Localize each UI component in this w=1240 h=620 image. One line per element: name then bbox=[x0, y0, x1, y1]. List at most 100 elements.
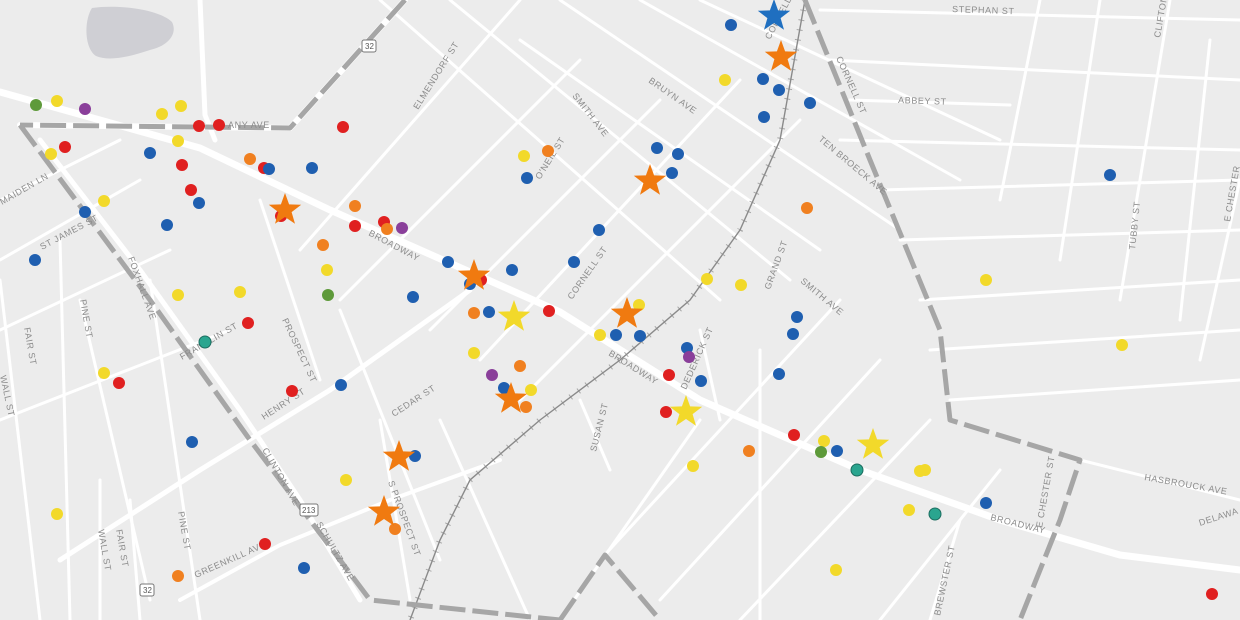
marker-blue[interactable] bbox=[695, 375, 707, 387]
marker-red[interactable] bbox=[286, 385, 298, 397]
marker-green[interactable] bbox=[815, 446, 827, 458]
marker-blue[interactable] bbox=[610, 329, 622, 341]
marker-blue[interactable] bbox=[672, 148, 684, 160]
marker-green[interactable] bbox=[322, 289, 334, 301]
marker-blue[interactable] bbox=[773, 368, 785, 380]
marker-blue[interactable] bbox=[757, 73, 769, 85]
marker-yellow[interactable] bbox=[830, 564, 842, 576]
marker-blue[interactable] bbox=[335, 379, 347, 391]
marker-yellow[interactable] bbox=[518, 150, 530, 162]
marker-yellow[interactable] bbox=[98, 195, 110, 207]
marker-yellow[interactable] bbox=[468, 347, 480, 359]
marker-blue[interactable] bbox=[651, 142, 663, 154]
marker-blue[interactable] bbox=[79, 206, 91, 218]
marker-blue[interactable] bbox=[161, 219, 173, 231]
marker-yellow[interactable] bbox=[525, 384, 537, 396]
marker-yellow[interactable] bbox=[687, 460, 699, 472]
marker-yellow[interactable] bbox=[51, 508, 63, 520]
marker-blue[interactable] bbox=[787, 328, 799, 340]
marker-blue[interactable] bbox=[791, 311, 803, 323]
marker-yellow[interactable] bbox=[818, 435, 830, 447]
marker-blue[interactable] bbox=[407, 291, 419, 303]
marker-blue[interactable] bbox=[1104, 169, 1116, 181]
marker-red[interactable] bbox=[788, 429, 800, 441]
marker-blue[interactable] bbox=[263, 163, 275, 175]
marker-blue[interactable] bbox=[725, 19, 737, 31]
marker-red[interactable] bbox=[213, 119, 225, 131]
marker-yellow[interactable] bbox=[701, 273, 713, 285]
marker-red[interactable] bbox=[242, 317, 254, 329]
marker-yellow[interactable] bbox=[633, 299, 645, 311]
marker-purple[interactable] bbox=[683, 351, 695, 363]
marker-blue[interactable] bbox=[666, 167, 678, 179]
marker-blue[interactable] bbox=[306, 162, 318, 174]
marker-red[interactable] bbox=[660, 406, 672, 418]
marker-yellow[interactable] bbox=[903, 504, 915, 516]
marker-orange[interactable] bbox=[743, 445, 755, 457]
marker-red[interactable] bbox=[1206, 588, 1218, 600]
marker-teal[interactable] bbox=[198, 335, 212, 349]
marker-red[interactable] bbox=[176, 159, 188, 171]
marker-yellow[interactable] bbox=[919, 464, 931, 476]
marker-blue[interactable] bbox=[193, 197, 205, 209]
marker-blue[interactable] bbox=[593, 224, 605, 236]
marker-blue[interactable] bbox=[831, 445, 843, 457]
marker-yellow[interactable] bbox=[175, 100, 187, 112]
marker-orange[interactable] bbox=[381, 223, 393, 235]
marker-purple[interactable] bbox=[79, 103, 91, 115]
marker-yellow[interactable] bbox=[45, 148, 57, 160]
marker-teal[interactable] bbox=[928, 507, 942, 521]
marker-blue[interactable] bbox=[29, 254, 41, 266]
marker-yellow[interactable] bbox=[594, 329, 606, 341]
marker-blue[interactable] bbox=[804, 97, 816, 109]
marker-blue[interactable] bbox=[144, 147, 156, 159]
marker-orange[interactable] bbox=[389, 523, 401, 535]
marker-yellow[interactable] bbox=[51, 95, 63, 107]
marker-yellow[interactable] bbox=[340, 474, 352, 486]
marker-orange[interactable] bbox=[317, 239, 329, 251]
marker-yellow[interactable] bbox=[172, 135, 184, 147]
marker-green[interactable] bbox=[30, 99, 42, 111]
marker-yellow[interactable] bbox=[1116, 339, 1128, 351]
marker-orange[interactable] bbox=[244, 153, 256, 165]
marker-blue[interactable] bbox=[506, 264, 518, 276]
marker-orange[interactable] bbox=[468, 307, 480, 319]
marker-yellow[interactable] bbox=[321, 264, 333, 276]
marker-blue[interactable] bbox=[483, 306, 495, 318]
marker-red[interactable] bbox=[663, 369, 675, 381]
marker-red[interactable] bbox=[543, 305, 555, 317]
marker-orange[interactable] bbox=[514, 360, 526, 372]
marker-red[interactable] bbox=[349, 220, 361, 232]
marker-blue[interactable] bbox=[634, 330, 646, 342]
marker-teal[interactable] bbox=[850, 463, 864, 477]
marker-blue[interactable] bbox=[442, 256, 454, 268]
marker-blue[interactable] bbox=[758, 111, 770, 123]
marker-red[interactable] bbox=[185, 184, 197, 196]
marker-red[interactable] bbox=[193, 120, 205, 132]
marker-blue[interactable] bbox=[186, 436, 198, 448]
marker-red[interactable] bbox=[259, 538, 271, 550]
marker-yellow[interactable] bbox=[156, 108, 168, 120]
marker-yellow[interactable] bbox=[172, 289, 184, 301]
marker-orange[interactable] bbox=[520, 401, 532, 413]
marker-purple[interactable] bbox=[396, 222, 408, 234]
marker-red[interactable] bbox=[113, 377, 125, 389]
marker-red[interactable] bbox=[337, 121, 349, 133]
marker-orange[interactable] bbox=[801, 202, 813, 214]
marker-orange[interactable] bbox=[542, 145, 554, 157]
marker-yellow[interactable] bbox=[98, 367, 110, 379]
marker-blue[interactable] bbox=[773, 84, 785, 96]
marker-blue[interactable] bbox=[568, 256, 580, 268]
marker-red[interactable] bbox=[59, 141, 71, 153]
marker-orange[interactable] bbox=[172, 570, 184, 582]
marker-yellow[interactable] bbox=[980, 274, 992, 286]
marker-blue[interactable] bbox=[521, 172, 533, 184]
marker-yellow[interactable] bbox=[234, 286, 246, 298]
marker-blue[interactable] bbox=[980, 497, 992, 509]
marker-blue[interactable] bbox=[298, 562, 310, 574]
marker-yellow[interactable] bbox=[719, 74, 731, 86]
marker-yellow[interactable] bbox=[735, 279, 747, 291]
marker-orange[interactable] bbox=[349, 200, 361, 212]
marker-blue[interactable] bbox=[498, 382, 510, 394]
